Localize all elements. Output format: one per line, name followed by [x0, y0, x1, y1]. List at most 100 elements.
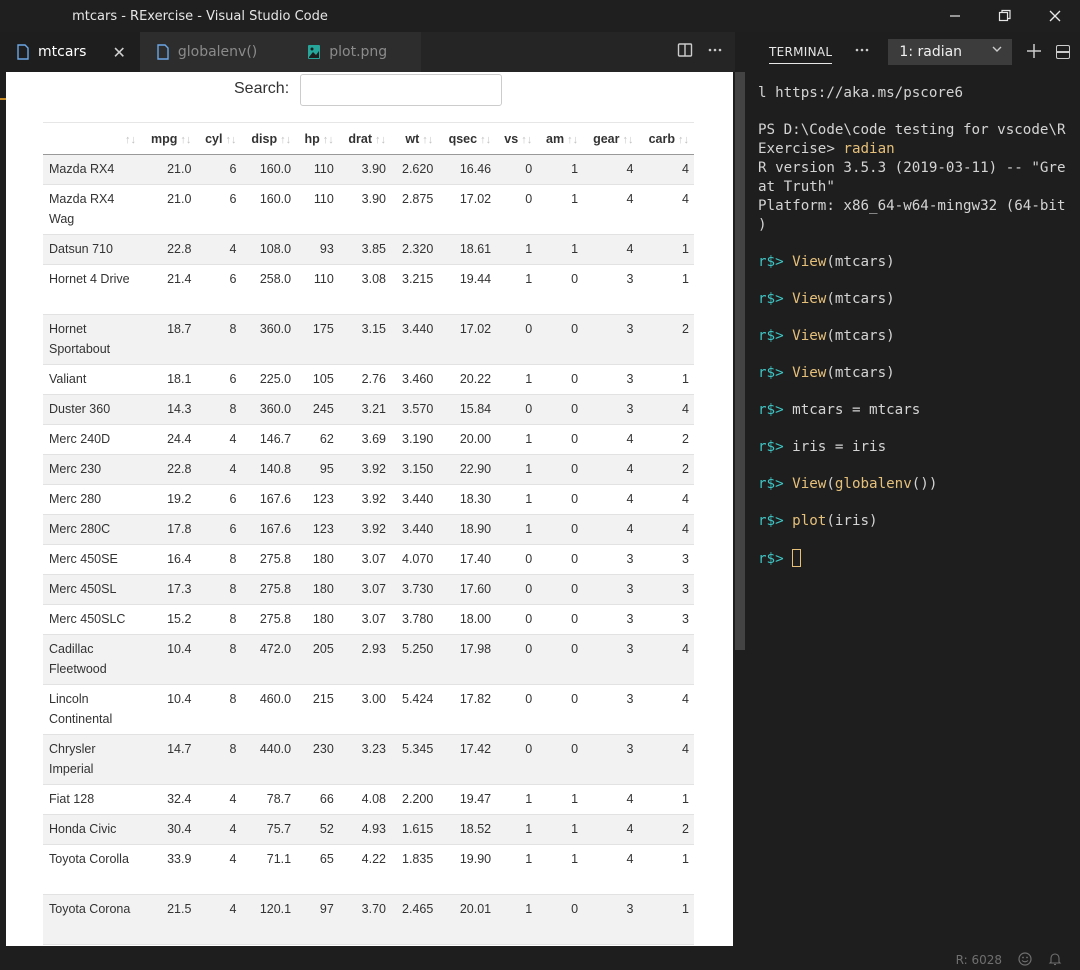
- table-row[interactable]: Mazda RX4 Wag 21.0 6 160.0 110 3.90 2.875 17.02…: [43, 184, 694, 235]
- sort-icon: ↑↓: [422, 133, 434, 146]
- cell-gear: 3: [583, 364, 639, 395]
- terminal-text: Exercise>: [758, 141, 844, 157]
- cell-hp: 97: [296, 894, 339, 945]
- cell-vs: 1: [496, 784, 538, 815]
- column-header-carb[interactable]: carb ↑↓: [638, 122, 694, 155]
- minimize-icon[interactable]: [930, 0, 980, 32]
- cell-carb: 3: [638, 604, 694, 635]
- terminal-instance-select[interactable]: 1: radian: [888, 39, 1013, 65]
- table-row[interactable]: Duster 360 14.3 8 360.0 245 3.21 3.570 15.84 0 0 3…: [43, 394, 694, 425]
- table-row[interactable]: Cadillac Fleetwood 10.4 8 472.0 205 2.93 5.250…: [43, 634, 694, 685]
- column-header-rowname[interactable]: ↑↓: [43, 122, 141, 155]
- table-row[interactable]: Mazda RX4 21.0 6 160.0 110 3.90 2.620 16.46 0 1 4 4: [43, 154, 694, 185]
- plus-icon[interactable]: [1026, 40, 1042, 64]
- terminal-args: (: [826, 476, 835, 492]
- close-icon[interactable]: [1030, 0, 1080, 32]
- restore-icon[interactable]: [980, 0, 1030, 32]
- split-editor-icon[interactable]: [677, 42, 693, 62]
- cell-mpg: 10.4: [141, 634, 197, 685]
- table-row[interactable]: Toyota Corolla 33.9 4 71.1 65 4.22 1.835 19.90 1…: [43, 844, 694, 895]
- table-row[interactable]: Datsun 710 22.8 4 108.0 93 3.85 2.320 18.61 1 1 4 1: [43, 234, 694, 265]
- split-terminal-icon[interactable]: [1056, 45, 1071, 59]
- cell-drat: 3.00: [338, 684, 392, 735]
- column-header-mpg[interactable]: mpg ↑↓: [141, 122, 197, 155]
- cell-carb: 1: [638, 894, 694, 945]
- table-row[interactable]: Merc 450SLC 15.2 8 275.8 180 3.07 3.780 18.00 0 0…: [43, 604, 694, 635]
- table-row[interactable]: Toyota Corona 21.5 4 120.1 97 3.70 2.465 20.01 1…: [43, 894, 694, 945]
- row-name-cell: Merc 450SLC: [43, 604, 141, 635]
- editor-scrollbar[interactable]: [735, 72, 745, 650]
- tab-globalenv[interactable]: globalenv(): [139, 32, 292, 72]
- sort-icon: ↑↓: [375, 133, 387, 146]
- file-icon: [156, 44, 170, 60]
- tab-mtcars[interactable]: mtcars ✕: [0, 32, 140, 72]
- more-actions-icon[interactable]: [707, 42, 723, 62]
- cell-drat: 3.92: [338, 484, 392, 515]
- cell-vs: 0: [496, 634, 538, 685]
- table-row[interactable]: Merc 450SE 16.4 8 275.8 180 3.07 4.070 17.40 0 0 3…: [43, 544, 694, 575]
- tab-plot-png[interactable]: plot.png: [291, 32, 422, 72]
- column-header-am[interactable]: am ↑↓: [537, 122, 584, 155]
- terminal-blank-line: [758, 346, 1080, 364]
- column-header-vs[interactable]: vs ↑↓: [496, 122, 538, 155]
- row-name-cell: Chrysler Imperial: [43, 734, 141, 785]
- table-row[interactable]: Merc 230 22.8 4 140.8 95 3.92 3.150 22.90 1 0 4 2: [43, 454, 694, 485]
- cell-disp: 167.6: [241, 484, 297, 515]
- cell-cyl: 4: [196, 894, 242, 945]
- terminal-prompt: r$>: [758, 328, 793, 344]
- terminal-blank-line: [758, 272, 1080, 290]
- column-header-disp[interactable]: disp ↑↓: [241, 122, 297, 155]
- sort-icon: ↑↓: [622, 133, 634, 146]
- cell-cyl: 4: [196, 814, 242, 845]
- column-header-cyl[interactable]: cyl ↑↓: [196, 122, 242, 155]
- cell-drat: 3.07: [338, 544, 392, 575]
- cell-cyl: 8: [196, 544, 242, 575]
- column-header-wt[interactable]: wt ↑↓: [391, 122, 439, 155]
- terminal-args: mtcars = mtcars: [792, 402, 921, 418]
- cell-disp: 460.0: [241, 684, 297, 735]
- terminal-prompt: r$>: [758, 254, 793, 270]
- table-row[interactable]: Honda Civic 30.4 4 75.7 52 4.93 1.615 18.52 1 1 4 2: [43, 814, 694, 845]
- table-row[interactable]: Merc 280C 17.8 6 167.6 123 3.92 3.440 18.90 1 0 4 4: [43, 514, 694, 545]
- table-row[interactable]: Valiant 18.1 6 225.0 105 2.76 3.460 20.22 1 0 3 1: [43, 364, 694, 395]
- row-name-cell: Hornet Sportabout: [43, 314, 141, 365]
- cell-hp: 110: [296, 184, 339, 235]
- table-row[interactable]: Hornet 4 Drive 21.4 6 258.0 110 3.08 3.215 19.4…: [43, 264, 694, 315]
- table-row[interactable]: Merc 450SL 17.3 8 275.8 180 3.07 3.730 17.60 0 0 3…: [43, 574, 694, 605]
- bell-icon[interactable]: [1048, 952, 1062, 969]
- search-input[interactable]: [300, 74, 502, 106]
- cell-gear: 3: [583, 684, 639, 735]
- column-header-gear[interactable]: gear ↑↓: [583, 122, 639, 155]
- cell-qsec: 19.90: [438, 844, 497, 895]
- r-session-port[interactable]: R: 6028: [955, 953, 1002, 967]
- data-table: ↑↓ mpg ↑↓ cyl ↑↓ disp ↑↓ hp ↑↓ drat ↑↓ wt ↑↓ qsec ↑↓ vs…: [43, 122, 694, 945]
- column-header-qsec[interactable]: qsec ↑↓: [438, 122, 497, 155]
- row-name-cell: Duster 360: [43, 394, 141, 425]
- column-header-drat[interactable]: drat ↑↓: [338, 122, 392, 155]
- cell-disp: 75.7: [241, 814, 297, 845]
- cell-wt: 3.460: [391, 364, 439, 395]
- cell-mpg: 15.2: [141, 604, 197, 635]
- cell-cyl: 8: [196, 684, 242, 735]
- cell-mpg: 14.3: [141, 394, 197, 425]
- table-row[interactable]: Merc 240D 24.4 4 146.7 62 3.69 3.190 20.00 1 0 4 2: [43, 424, 694, 455]
- cell-mpg: 30.4: [141, 814, 197, 845]
- table-row[interactable]: Fiat 128 32.4 4 78.7 66 4.08 2.200 19.47 1 1 4 1: [43, 784, 694, 815]
- tab-terminal[interactable]: TERMINAL: [769, 45, 833, 64]
- tab-close-icon[interactable]: ✕: [112, 42, 126, 62]
- row-name-cell: Hornet 4 Drive: [43, 264, 141, 315]
- terminal-output[interactable]: l https://aka.ms/pscore6 PS D:\Code\code …: [745, 72, 1080, 950]
- column-header-hp[interactable]: hp ↑↓: [296, 122, 339, 155]
- cell-vs: 0: [496, 574, 538, 605]
- table-row[interactable]: Hornet Sportabout 18.7 8 360.0 175 3.15 3.440 1…: [43, 314, 694, 365]
- more-actions-icon[interactable]: [854, 42, 870, 62]
- cell-gear: 4: [583, 484, 639, 515]
- cell-vs: 0: [496, 314, 538, 365]
- sort-icon: ↑↓: [125, 133, 136, 146]
- table-row[interactable]: Merc 280 19.2 6 167.6 123 3.92 3.440 18.30 1 0 4 4: [43, 484, 694, 515]
- table-row[interactable]: Lincoln Continental 10.4 8 460.0 215 3.00 5.42…: [43, 684, 694, 735]
- cell-vs: 1: [496, 814, 538, 845]
- smiley-icon[interactable]: [1018, 951, 1032, 969]
- cell-disp: 160.0: [241, 184, 297, 235]
- table-row[interactable]: Chrysler Imperial 14.7 8 440.0 230 3.23 5.345 1…: [43, 734, 694, 785]
